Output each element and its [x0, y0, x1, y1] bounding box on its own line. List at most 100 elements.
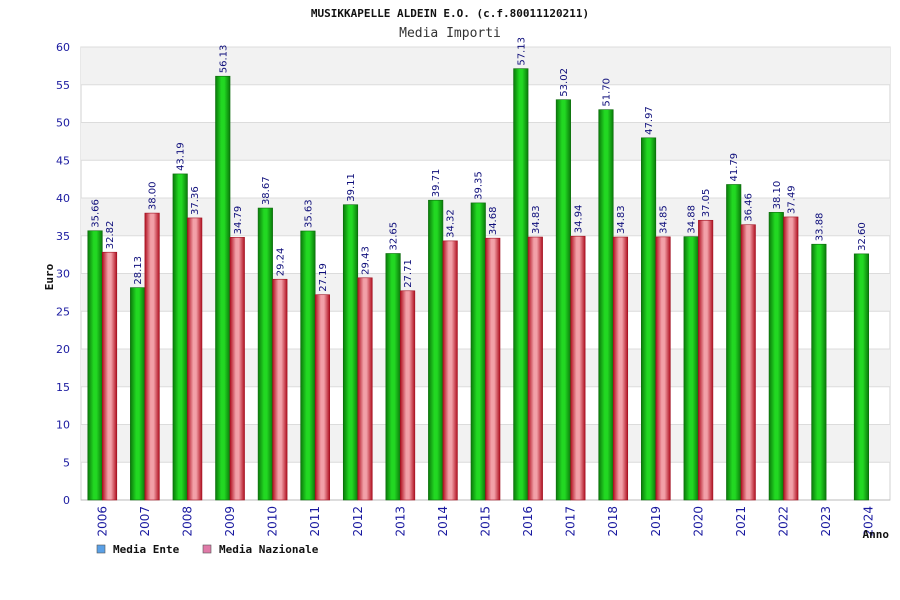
chart-subtitle: Media Importi: [399, 26, 501, 41]
y-tick-label: 50: [56, 117, 70, 130]
y-tick-label: 5: [63, 456, 70, 469]
data-label-media-ente-2021: 41.79: [729, 153, 740, 182]
x-tick-label-2009: 2009: [223, 506, 237, 537]
y-tick-label: 40: [56, 192, 70, 205]
data-label-media-ente-2024: 32.60: [857, 222, 868, 251]
x-tick-label-2010: 2010: [266, 506, 280, 537]
data-label-media-nazionale-2011: 27.19: [318, 263, 329, 292]
bar-media-nazionale-2012: [357, 277, 373, 501]
legend-swatch-media-nazionale: [202, 544, 212, 554]
data-label-media-nazionale-2010: 29.24: [275, 248, 286, 277]
bar-media-nazionale-2022: [783, 216, 799, 501]
x-tick-label-2017: 2017: [564, 506, 578, 537]
data-label-media-nazionale-2007: 38.00: [148, 181, 159, 210]
data-label-media-nazionale-2008: 37.36: [190, 186, 201, 215]
data-label-media-ente-2012: 39.11: [346, 173, 357, 202]
bar-media-nazionale-2014: [442, 240, 458, 501]
data-label-media-ente-2019: 47.97: [644, 106, 655, 135]
bar-media-ente-2015: [470, 202, 486, 501]
x-tick-label-2015: 2015: [479, 506, 493, 537]
x-axis-ticks: 2006 2007 2008 2009 2010 2011 2012 2013 2014 2015…: [95, 506, 875, 537]
bar-media-ente-2017: [555, 99, 571, 501]
y-tick-label: 0: [63, 494, 70, 507]
data-label-media-nazionale-2012: 29.43: [361, 246, 372, 275]
bar-media-ente-2006: [87, 230, 103, 501]
plot-band: [81, 122, 890, 161]
x-tick-label-2023: 2023: [819, 506, 833, 537]
data-label-media-ente-2017: 53.02: [559, 68, 570, 97]
y-tick-label: 20: [56, 343, 70, 356]
y-tick-label: 55: [56, 79, 70, 92]
bar-media-nazionale-2011: [314, 294, 330, 501]
data-label-media-ente-2007: 28.13: [133, 256, 144, 285]
bar-media-nazionale-2020: [698, 219, 714, 501]
bar-media-nazionale-2015: [485, 237, 501, 501]
data-label-media-ente-2006: 35.66: [91, 199, 102, 228]
bar-media-ente-2010: [257, 207, 273, 501]
data-label-media-nazionale-2019: 34.85: [659, 205, 670, 234]
bar-media-ente-2016: [513, 68, 529, 501]
y-tick-label: 30: [56, 268, 70, 281]
bar-media-ente-2023: [811, 243, 827, 501]
bar-media-ente-2008: [172, 173, 188, 501]
data-label-media-ente-2013: 32.65: [389, 222, 400, 251]
bar-media-ente-2020: [683, 236, 699, 501]
data-label-media-nazionale-2015: 34.68: [488, 207, 499, 236]
data-label-media-nazionale-2014: 34.32: [446, 209, 457, 238]
x-tick-label-2012: 2012: [351, 506, 365, 537]
legend-label-media-ente: Media Ente: [113, 543, 180, 556]
x-tick-label-2024: 2024: [862, 506, 876, 537]
bars-group: [87, 68, 870, 501]
bar-media-nazionale-2007: [144, 212, 160, 501]
data-label-media-nazionale-2017: 34.94: [573, 205, 584, 234]
data-label-media-nazionale-2022: 37.49: [786, 185, 797, 214]
bar-media-nazionale-2016: [527, 236, 543, 501]
legend-label-media-nazionale: Media Nazionale: [219, 543, 319, 556]
x-axis-label: Anno: [863, 528, 890, 541]
data-label-media-ente-2018: 51.70: [601, 78, 612, 107]
x-tick-label-2016: 2016: [521, 506, 535, 537]
bar-media-ente-2013: [385, 253, 401, 501]
data-label-media-nazionale-2021: 36.46: [744, 193, 755, 222]
y-tick-label: 45: [56, 154, 70, 167]
y-tick-label: 35: [56, 230, 70, 243]
chart-title: MUSIKKAPELLE ALDEIN E.O. (c.f.8001112021…: [311, 7, 589, 20]
data-label-media-nazionale-2009: 34.79: [233, 206, 244, 235]
data-label-media-nazionale-2013: 27.71: [403, 259, 414, 288]
bar-media-ente-2012: [342, 204, 359, 501]
x-tick-label-2019: 2019: [649, 506, 663, 537]
x-tick-label-2011: 2011: [308, 506, 322, 537]
data-label-media-ente-2015: 39.35: [474, 171, 485, 200]
data-label-media-nazionale-2018: 34.83: [616, 205, 627, 234]
x-tick-label-2008: 2008: [180, 506, 194, 537]
bar-media-nazionale-2013: [400, 290, 416, 501]
y-tick-label: 15: [56, 381, 70, 394]
data-label-media-ente-2023: 33.88: [814, 213, 825, 242]
bar-media-ente-2011: [300, 230, 316, 501]
bar-media-nazionale-2009: [229, 237, 245, 501]
bar-media-ente-2018: [598, 109, 614, 501]
bar-media-nazionale-2018: [612, 236, 629, 501]
data-label-media-nazionale-2016: 34.83: [531, 205, 542, 234]
data-label-media-ente-2011: 35.63: [303, 199, 314, 228]
x-tick-label-2018: 2018: [606, 506, 620, 537]
data-label-media-nazionale-2006: 32.82: [105, 221, 116, 250]
data-label-media-ente-2016: 57.13: [516, 37, 527, 66]
bar-media-ente-2007: [130, 287, 146, 501]
legend-swatch-media-ente: [96, 544, 106, 554]
bar-media-nazionale-2006: [101, 251, 118, 501]
x-tick-label-2014: 2014: [436, 506, 450, 537]
bar-media-ente-2014: [428, 199, 444, 501]
x-tick-label-2020: 2020: [691, 506, 705, 537]
data-label-media-ente-2008: 43.19: [176, 142, 187, 171]
bar-media-nazionale-2017: [570, 235, 586, 501]
bar-media-nazionale-2019: [655, 236, 671, 501]
x-tick-label-2007: 2007: [138, 506, 152, 537]
y-tick-label: 10: [56, 419, 70, 432]
x-tick-label-2021: 2021: [734, 506, 748, 537]
x-tick-label-2022: 2022: [777, 506, 791, 537]
data-label-media-nazionale-2020: 37.05: [701, 189, 712, 218]
y-axis-label: Euro: [43, 263, 56, 290]
